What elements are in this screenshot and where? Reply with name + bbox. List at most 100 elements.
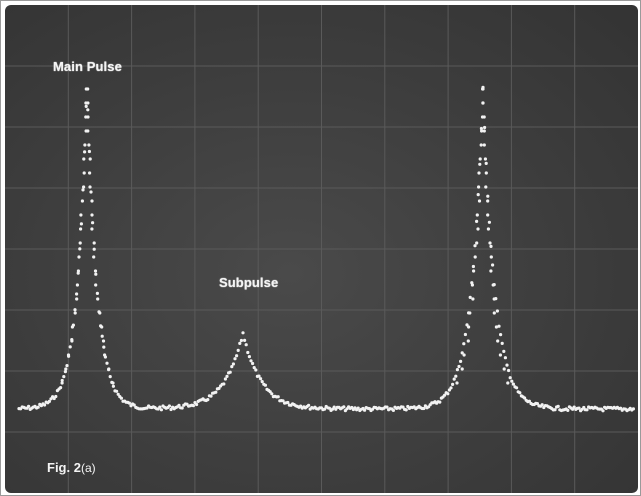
trace-dot xyxy=(90,199,94,203)
trace-dot xyxy=(492,297,496,301)
trace-dot xyxy=(468,295,472,299)
trace-dot xyxy=(70,325,74,329)
trace-dot xyxy=(475,219,479,223)
trace-dot xyxy=(470,283,474,287)
trace-dot xyxy=(92,255,96,259)
trace-dot xyxy=(507,368,511,373)
trace-dot xyxy=(327,406,331,410)
trace-dot xyxy=(363,408,367,412)
trace-dot xyxy=(601,409,605,413)
trace-dot xyxy=(91,221,95,225)
trace-dot xyxy=(209,394,213,398)
trace-dot xyxy=(111,384,115,388)
trace-dot xyxy=(502,367,506,371)
trace-dot xyxy=(95,291,99,295)
trace-dot xyxy=(64,367,68,371)
trace-dot xyxy=(566,408,570,412)
trace-dot xyxy=(132,403,136,407)
trace-dot xyxy=(443,393,447,397)
trace-dot xyxy=(65,364,69,368)
trace-dot xyxy=(497,324,501,328)
trace-dot xyxy=(484,161,488,165)
trace-dot xyxy=(88,157,92,161)
trace-dot xyxy=(159,408,163,412)
figure-subpanel: (a) xyxy=(80,461,96,475)
trace-dot xyxy=(459,359,463,363)
trace-dot xyxy=(119,396,123,400)
trace-dot xyxy=(486,199,490,203)
trace-dot xyxy=(478,157,482,161)
trace-dot xyxy=(577,406,581,410)
trace-dot xyxy=(385,405,389,409)
trace-dot xyxy=(107,367,111,371)
trace-dot xyxy=(286,400,290,405)
trace-dot xyxy=(473,255,477,259)
subpulse-label: Subpulse xyxy=(219,275,279,290)
trace-dot xyxy=(228,370,232,374)
trace-dot xyxy=(323,407,327,411)
trace-dot xyxy=(103,353,107,357)
trace-dot xyxy=(158,405,162,409)
trace-dot xyxy=(257,374,261,378)
trace-dot xyxy=(475,241,479,245)
trace-dot xyxy=(499,333,503,337)
trace-dot xyxy=(477,171,481,175)
trace-dot xyxy=(455,381,459,385)
trace-dot xyxy=(94,283,98,287)
trace-dot xyxy=(481,101,485,105)
trace-dot xyxy=(90,227,94,231)
trace-dot xyxy=(75,297,79,301)
trace-dot xyxy=(231,362,235,366)
trace-dot xyxy=(518,391,522,395)
trace-dot xyxy=(70,339,74,343)
trace-dot xyxy=(475,213,479,217)
trace-dot xyxy=(82,171,86,175)
trace-dot xyxy=(527,399,532,403)
trace-dot xyxy=(454,374,458,378)
trace-dot xyxy=(78,241,82,245)
trace-dot xyxy=(259,377,263,381)
trace-dot xyxy=(214,390,218,394)
trace-dot xyxy=(77,255,81,259)
trace-dot xyxy=(471,264,475,269)
trace-dot xyxy=(90,213,94,217)
trace-dot xyxy=(54,394,58,399)
trace-dot xyxy=(498,353,502,357)
trace-dot xyxy=(84,104,88,108)
trace-dot xyxy=(73,311,77,315)
trace-dot xyxy=(88,171,92,175)
graticule-grid xyxy=(5,5,638,493)
trace-dot xyxy=(482,143,486,147)
trace-dot xyxy=(84,115,88,119)
trace-dot xyxy=(582,405,586,410)
trace-dot xyxy=(486,227,490,231)
trace-dot xyxy=(233,357,237,361)
trace-dot xyxy=(487,220,491,224)
trace-dot xyxy=(473,244,477,248)
trace-dot xyxy=(488,241,492,245)
trace-dot xyxy=(206,398,210,402)
trace-dot xyxy=(508,376,512,380)
trace-dot xyxy=(356,406,360,410)
trace-dot xyxy=(86,115,90,119)
trace-dot xyxy=(452,377,456,381)
trace-dot xyxy=(491,263,495,267)
trace-dot xyxy=(483,125,487,130)
trace-dot xyxy=(631,407,636,411)
trace-dot xyxy=(86,101,90,105)
trace-dot xyxy=(484,171,488,175)
trace-dot xyxy=(457,364,461,369)
trace-dot xyxy=(496,339,500,343)
trace-dot xyxy=(479,126,483,131)
trace-dot xyxy=(479,143,483,147)
pulse-trace xyxy=(17,85,636,413)
trace-dot xyxy=(466,339,470,343)
trace-dot xyxy=(260,380,264,384)
trace-dot xyxy=(489,255,493,259)
trace-dot xyxy=(223,377,227,381)
trace-dot xyxy=(246,350,250,355)
trace-dot xyxy=(249,359,253,363)
oscilloscope-screen: Main Pulse Subpulse Fig. 2(a) xyxy=(5,5,638,493)
trace-dot xyxy=(81,188,85,192)
